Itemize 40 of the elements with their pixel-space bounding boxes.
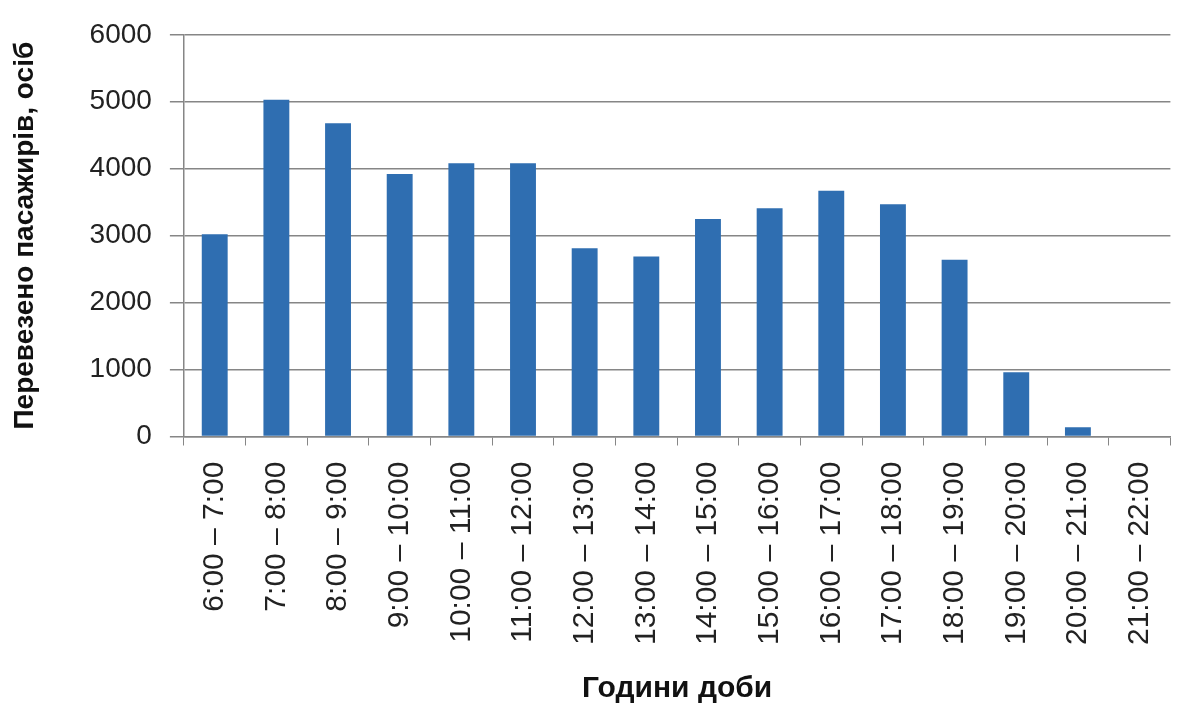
bar [756,208,783,436]
bar [201,234,228,436]
bar [941,259,968,436]
bar [386,174,413,436]
x-tick-label: 14:00 – 15:00 [689,461,723,646]
y-tick-label: 0 [136,419,152,451]
y-tick-label: 6000 [89,17,152,49]
x-tick-label: 20:00 – 21:00 [1059,461,1093,646]
y-tick-label: 3000 [89,218,152,250]
y-axis-title: Перевезено пасажирів, осіб [7,41,39,430]
bar [1003,372,1030,436]
x-tick-label: 6:00 – 7:00 [195,461,229,612]
bar [510,163,536,436]
x-tick-label: 9:00 – 10:00 [380,461,414,629]
x-tick-label: 13:00 – 14:00 [627,461,661,646]
y-tick-label: 4000 [89,151,152,183]
bar [325,123,351,436]
y-tick-label: 1000 [89,352,152,384]
y-tick-label: 2000 [89,285,152,317]
x-tick-label: 17:00 – 18:00 [874,461,908,646]
x-tick-label: 7:00 – 8:00 [257,461,291,612]
x-tick-label: 11:00 – 12:00 [504,461,538,643]
bar [818,190,845,436]
x-tick-label: 10:00 – 11:00 [442,461,476,643]
bar [571,248,598,436]
x-tick-label: 21:00 – 22:00 [1120,461,1154,646]
x-tick-label: 8:00 – 9:00 [319,461,353,612]
bar [633,256,660,436]
bar [1064,427,1091,436]
bar [695,218,721,436]
bar [448,163,475,436]
bar [263,99,290,436]
x-tick-label: 12:00 – 13:00 [565,461,599,646]
x-tick-label: 18:00 – 19:00 [935,461,969,646]
x-axis-title: Години доби [582,670,773,704]
x-tick-label: 15:00 – 16:00 [750,461,784,646]
x-tick-label: 16:00 – 17:00 [812,461,846,646]
y-tick-label: 5000 [89,84,152,116]
bar [879,204,906,436]
x-tick-label: 19:00 – 20:00 [997,461,1031,646]
